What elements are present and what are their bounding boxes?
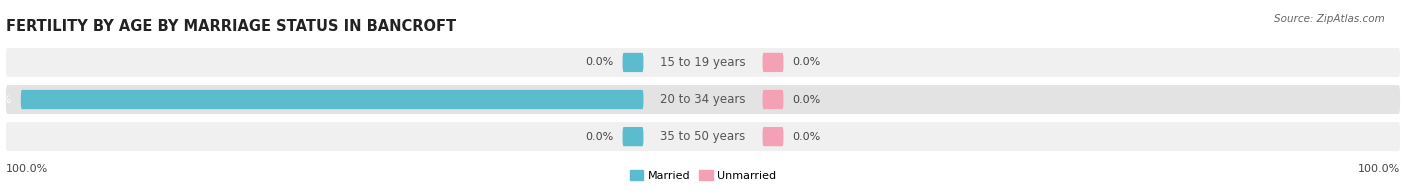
- Text: FERTILITY BY AGE BY MARRIAGE STATUS IN BANCROFT: FERTILITY BY AGE BY MARRIAGE STATUS IN B…: [6, 19, 456, 34]
- Legend: Married, Unmarried: Married, Unmarried: [626, 166, 780, 185]
- FancyBboxPatch shape: [762, 127, 783, 146]
- Text: 0.0%: 0.0%: [585, 132, 613, 142]
- Text: 0.0%: 0.0%: [793, 94, 821, 104]
- FancyBboxPatch shape: [762, 53, 783, 72]
- FancyBboxPatch shape: [623, 127, 644, 146]
- FancyBboxPatch shape: [762, 90, 783, 109]
- FancyBboxPatch shape: [6, 48, 1400, 77]
- Text: 20 to 34 years: 20 to 34 years: [661, 93, 745, 106]
- Text: 15 to 19 years: 15 to 19 years: [661, 56, 745, 69]
- Text: 0.0%: 0.0%: [793, 57, 821, 67]
- Text: 100.0%: 100.0%: [1358, 164, 1400, 174]
- Text: Source: ZipAtlas.com: Source: ZipAtlas.com: [1274, 14, 1385, 24]
- FancyBboxPatch shape: [623, 53, 644, 72]
- FancyBboxPatch shape: [6, 122, 1400, 151]
- FancyBboxPatch shape: [6, 85, 1400, 114]
- Text: 100.0%: 100.0%: [0, 94, 11, 104]
- Text: 0.0%: 0.0%: [793, 132, 821, 142]
- Text: 0.0%: 0.0%: [585, 57, 613, 67]
- Text: 100.0%: 100.0%: [6, 164, 48, 174]
- Text: 35 to 50 years: 35 to 50 years: [661, 130, 745, 143]
- FancyBboxPatch shape: [21, 90, 644, 109]
